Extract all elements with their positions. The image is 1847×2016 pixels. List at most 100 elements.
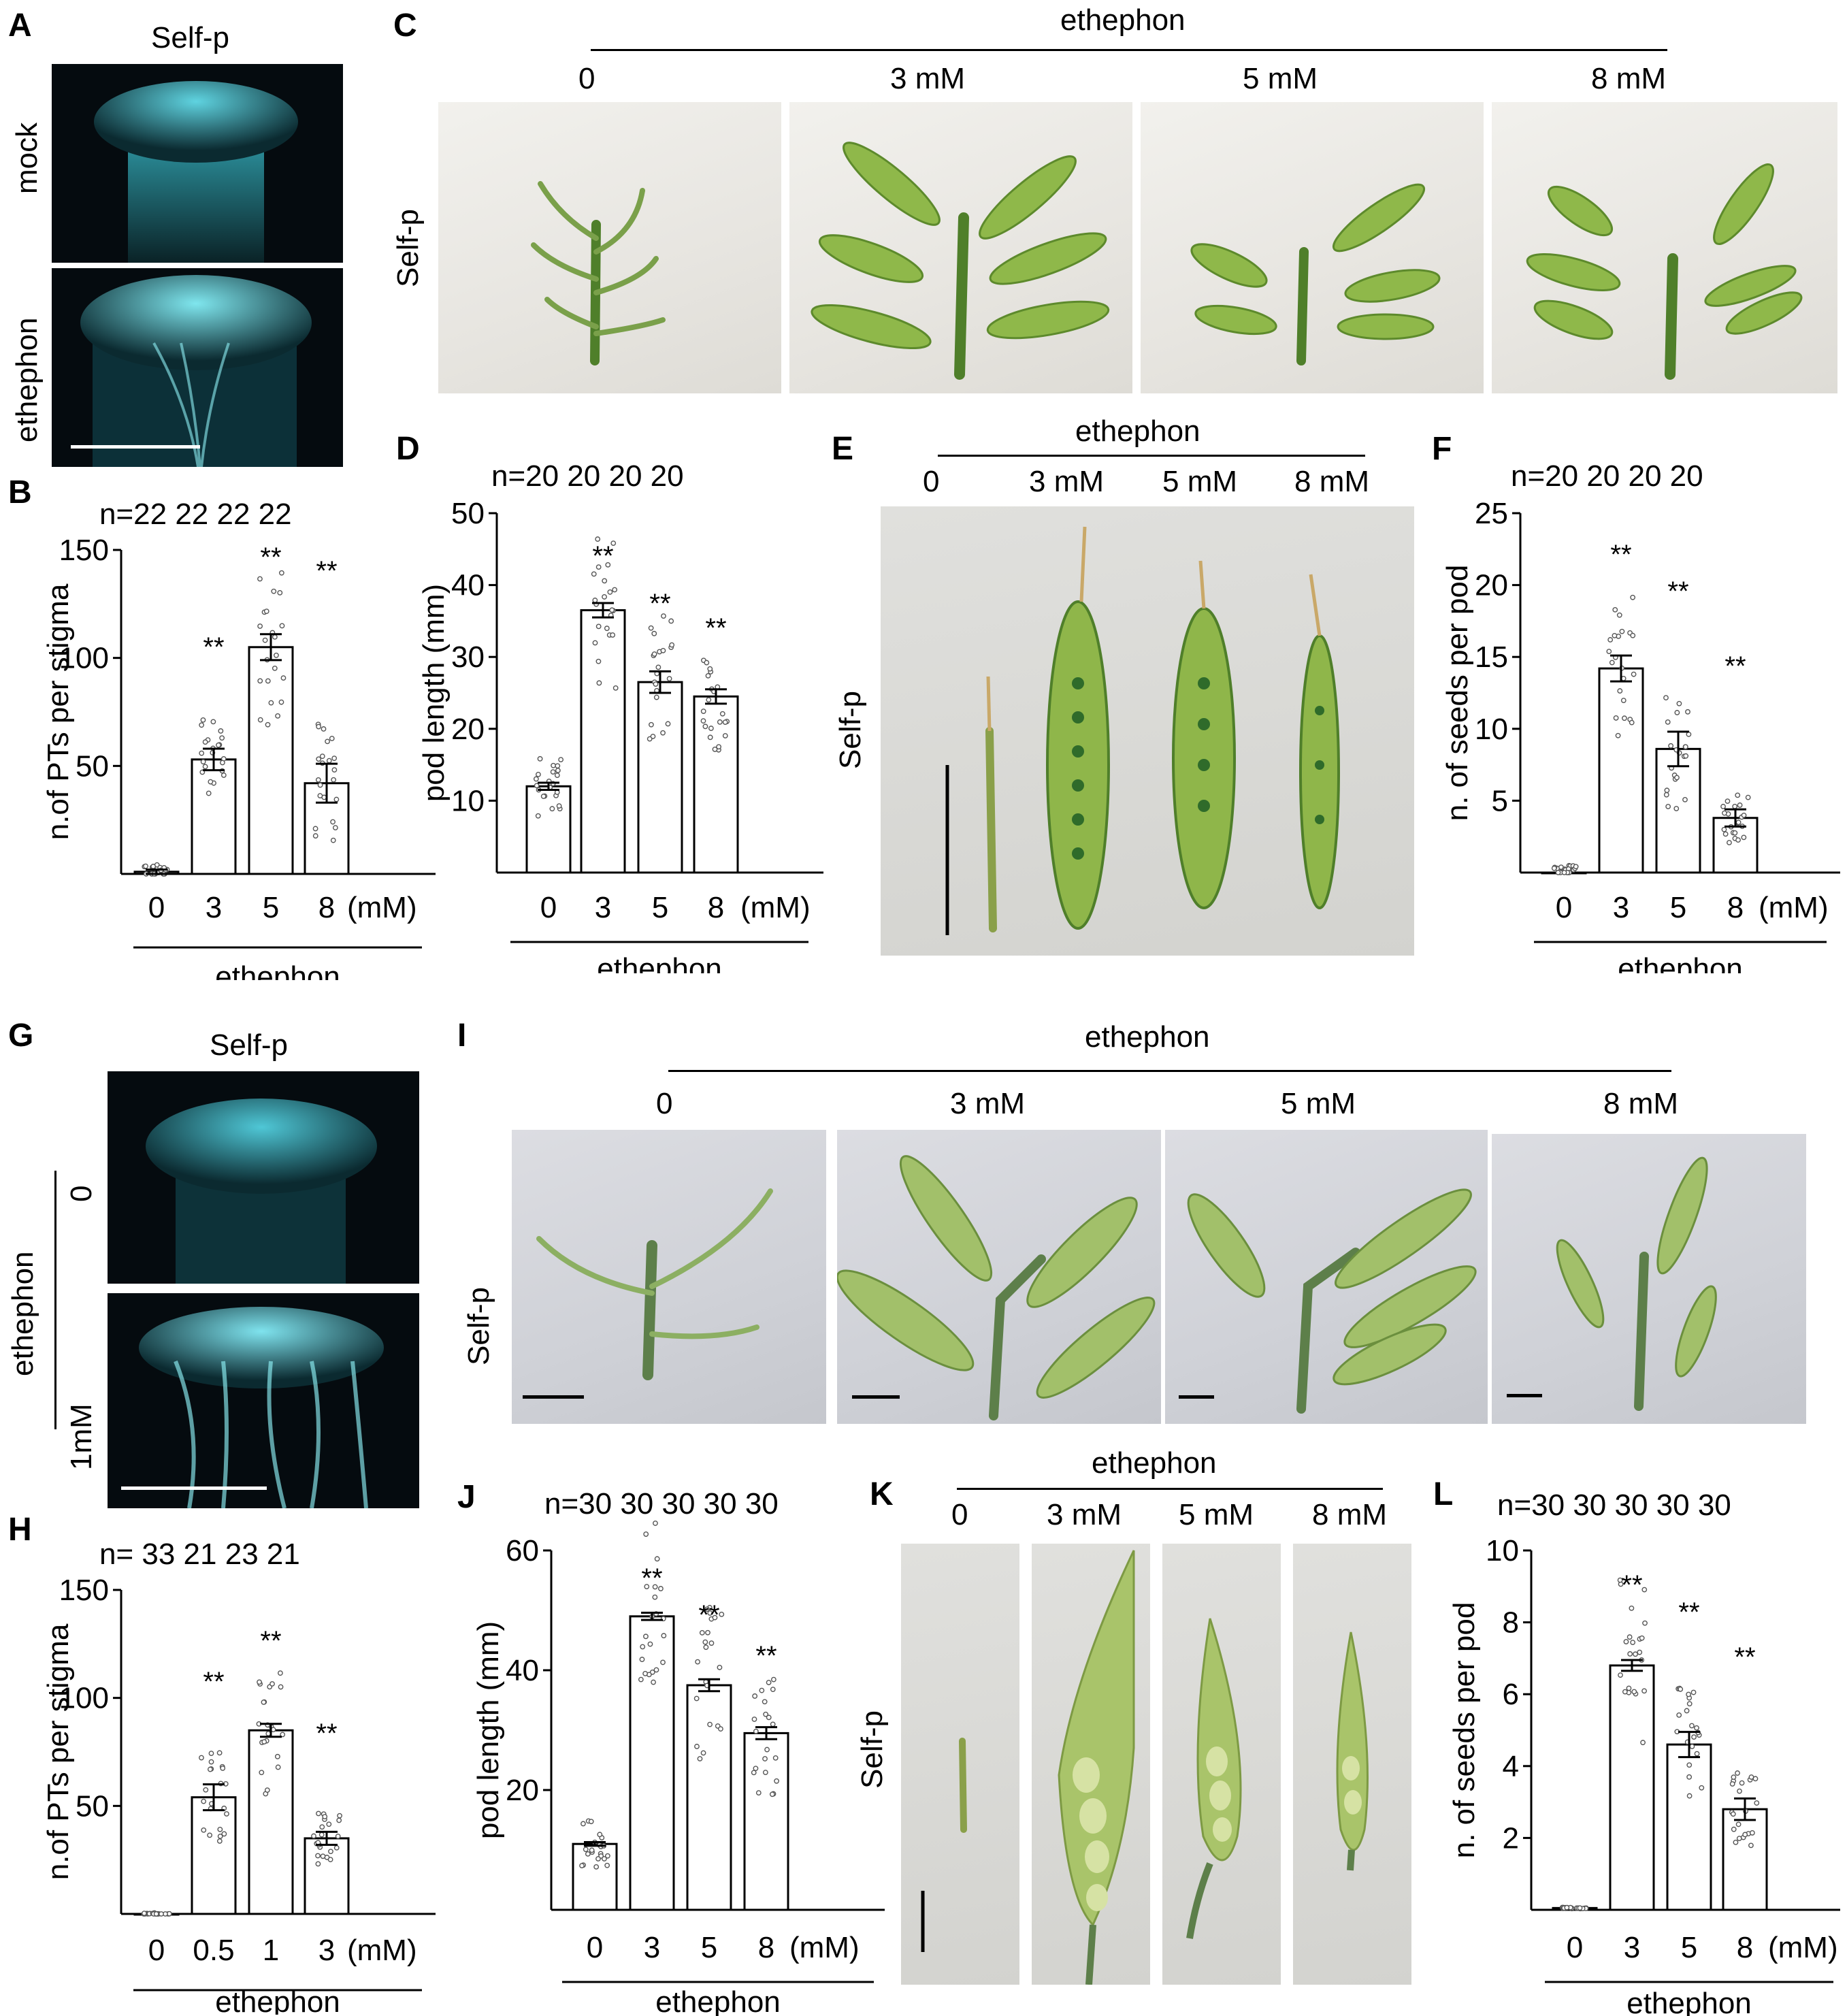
data-point — [1690, 1689, 1697, 1695]
x-tick-label: 5 — [1681, 1931, 1697, 1964]
y-tick-label: 50 — [451, 497, 485, 530]
data-point — [1683, 753, 1689, 759]
y-tick-label: 20 — [1475, 569, 1508, 602]
n-sample-sizes: n=30 30 30 30 30 — [1497, 1489, 1731, 1522]
data-point — [1731, 1826, 1737, 1832]
data-point — [644, 1584, 650, 1589]
panel-i-conc-8: 8 mM — [1603, 1087, 1678, 1120]
data-point — [1684, 1708, 1690, 1714]
data-point — [322, 1814, 328, 1820]
data-point — [717, 719, 723, 725]
x-tick-label: 8 — [1727, 891, 1744, 924]
y-axis-label: n. of seeds per pod — [1441, 565, 1474, 822]
x-tick-label: 0 — [148, 891, 165, 924]
data-point — [280, 675, 287, 681]
data-point — [1577, 1905, 1583, 1911]
panel-letter-k: K — [870, 1476, 894, 1512]
data-point — [208, 779, 214, 785]
data-point — [224, 1811, 229, 1817]
bar — [637, 681, 683, 874]
n-sample-sizes: n= 33 21 23 21 — [99, 1538, 300, 1571]
bar — [248, 646, 294, 875]
data-point — [1665, 719, 1671, 725]
data-point — [1733, 1840, 1739, 1845]
data-point — [221, 1831, 227, 1837]
data-point — [1617, 688, 1623, 694]
x-tick-label: 3 — [644, 1931, 660, 1964]
data-point — [762, 1770, 768, 1776]
pod-photo-c-0 — [438, 102, 781, 393]
data-point — [655, 664, 661, 670]
pod-photo-i-0 — [512, 1130, 826, 1424]
data-point — [216, 1750, 223, 1756]
data-point — [653, 681, 659, 687]
data-point — [257, 1679, 262, 1685]
data-point — [651, 1679, 656, 1685]
data-point — [1686, 1691, 1692, 1697]
significance-mark: ** — [755, 1641, 777, 1671]
data-point — [719, 1611, 725, 1617]
data-point — [217, 1827, 223, 1832]
data-point — [595, 564, 602, 570]
panel-k-group: ethephon — [1092, 1446, 1217, 1480]
panel-letter-j: J — [457, 1479, 476, 1515]
x-tick-label: 0 — [540, 891, 557, 924]
data-point — [653, 694, 659, 700]
x-unit-label: (mM) — [347, 891, 417, 924]
x-tick-label: 8 — [1737, 1931, 1753, 1964]
data-point — [150, 864, 157, 869]
data-point — [203, 1787, 209, 1793]
panel-e-row-label: Self-p — [834, 691, 867, 769]
panel-k-group-line — [957, 1488, 1383, 1490]
data-point — [257, 576, 263, 582]
significance-mark: ** — [316, 1719, 337, 1749]
significance-mark: ** — [260, 1626, 281, 1656]
n-sample-sizes: n=20 20 20 20 — [1511, 459, 1703, 493]
data-point — [702, 1639, 708, 1645]
data-point — [660, 647, 666, 653]
data-point — [1573, 864, 1579, 870]
data-point — [220, 773, 227, 778]
data-point — [1617, 1577, 1623, 1583]
data-point — [1631, 671, 1637, 677]
data-point — [1622, 715, 1627, 721]
data-point — [1732, 803, 1738, 809]
data-point — [321, 726, 327, 732]
panel-c-row-label: Self-p — [391, 209, 425, 287]
panel-i-conc-3: 3 mM — [950, 1087, 1025, 1120]
data-point — [207, 1766, 213, 1772]
data-point — [319, 753, 325, 760]
x-tick-label: 3 — [318, 1934, 335, 1967]
data-point — [604, 1853, 610, 1859]
y-tick-label: 25 — [1475, 497, 1508, 530]
data-point — [640, 1644, 646, 1650]
data-point — [719, 711, 725, 717]
data-point — [277, 1670, 283, 1676]
data-point — [759, 1687, 765, 1693]
significance-mark: ** — [698, 1600, 719, 1630]
data-point — [1613, 715, 1619, 721]
data-point — [311, 1833, 316, 1839]
data-point — [1682, 797, 1688, 802]
data-point — [1742, 1832, 1748, 1838]
data-point — [275, 713, 280, 719]
data-point — [762, 1756, 768, 1761]
data-point — [549, 806, 555, 812]
y-tick-label: 150 — [59, 534, 109, 567]
data-point — [1722, 831, 1729, 837]
data-point — [216, 742, 221, 748]
panel-g-group-line — [54, 1171, 56, 1429]
data-point — [210, 719, 216, 725]
x-tick-label: 0 — [148, 1934, 165, 1967]
data-point — [330, 819, 336, 825]
data-point — [316, 724, 322, 730]
data-point — [1663, 695, 1669, 701]
data-point — [1725, 798, 1731, 804]
data-point — [278, 570, 284, 576]
data-point — [607, 589, 613, 595]
data-point — [1676, 700, 1682, 706]
data-point — [278, 1684, 284, 1690]
data-point — [200, 717, 206, 723]
panel-a-row-ethephon: ethephon — [10, 317, 44, 442]
data-point — [315, 1861, 321, 1867]
